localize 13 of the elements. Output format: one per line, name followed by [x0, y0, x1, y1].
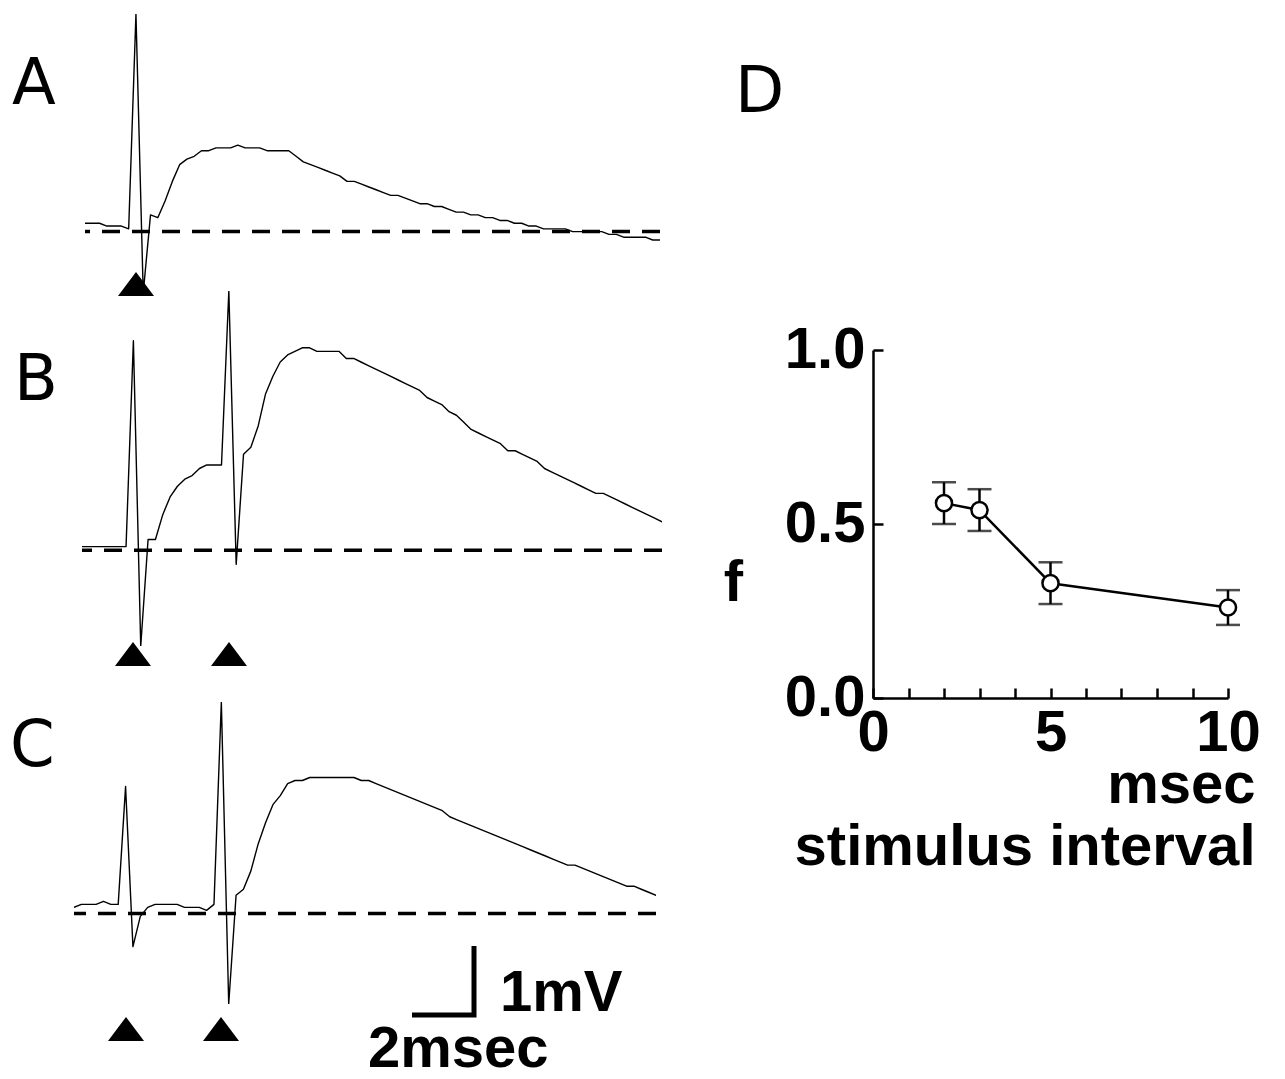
x-tick-label: 10: [1196, 697, 1261, 763]
point: [1041, 573, 1060, 593]
x-tick-label: 5: [1034, 697, 1068, 763]
point: [1218, 598, 1238, 617]
chart-title: D: [735, 53, 785, 127]
chart-title: C: [10, 707, 55, 781]
y-axis-title: f: [723, 547, 744, 613]
point: [970, 500, 989, 520]
text: B: [14, 341, 58, 415]
y-tick-label: 0.5: [784, 488, 866, 554]
text: A: [12, 45, 56, 119]
y-tick-label: 1.0: [784, 314, 866, 380]
point: [934, 493, 954, 513]
